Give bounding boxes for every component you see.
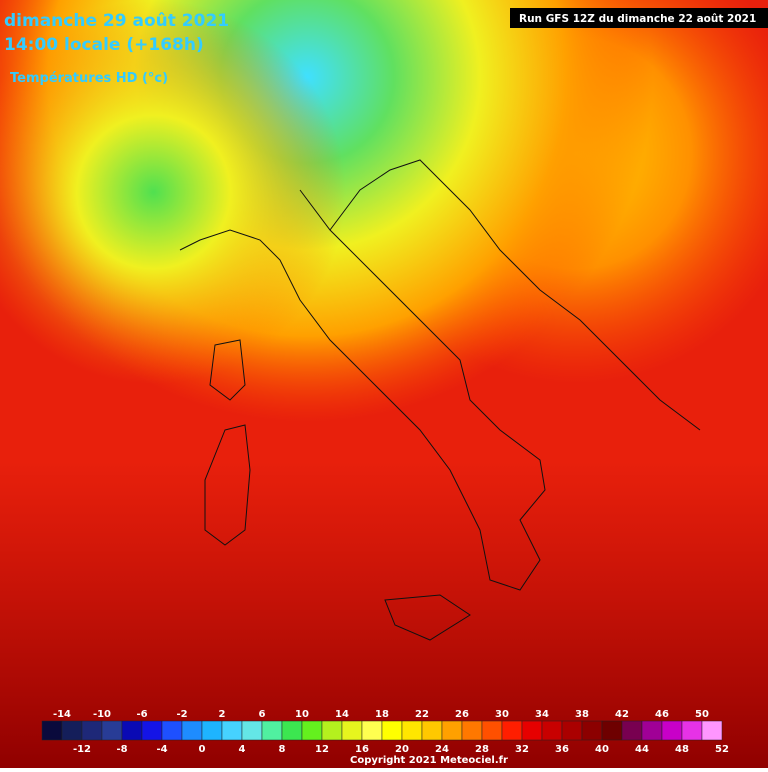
scale-label: 48 bbox=[675, 744, 689, 755]
scale-label: 6 bbox=[259, 709, 266, 720]
scale-label: 38 bbox=[575, 709, 589, 720]
scale-label: 16 bbox=[355, 744, 369, 755]
color-scale: -14 -10 -6 -2 2 6 10 14 18 22 26 30 34 38 42 46 50-12 -8-… bbox=[41, 709, 729, 755]
scale-label: -2 bbox=[176, 709, 187, 720]
scale-label: 20 bbox=[395, 744, 409, 755]
scale-box bbox=[681, 720, 703, 741]
scale-label: 26 bbox=[455, 709, 469, 720]
scale-label: -4 bbox=[156, 744, 167, 755]
run-box bbox=[510, 8, 768, 28]
scale-box bbox=[421, 720, 443, 741]
scale-box bbox=[121, 720, 143, 741]
scale-label: -14 bbox=[53, 709, 71, 720]
scale-box bbox=[561, 720, 583, 741]
scale-box bbox=[621, 720, 643, 741]
scale-box bbox=[241, 720, 263, 741]
product-label: Températures HD (°c) bbox=[10, 71, 168, 86]
title-time: 14:00 locale (+168h) bbox=[4, 35, 204, 55]
run-info: Run GFS 12Z du dimanche 22 août 2021 bbox=[519, 13, 756, 25]
scale-box bbox=[221, 720, 243, 741]
copyright: Copyright 2021 Meteociel.fr bbox=[350, 755, 508, 766]
scale-box bbox=[61, 720, 83, 741]
scale-box bbox=[521, 720, 543, 741]
scale-label: 4 bbox=[239, 744, 246, 755]
scale-box bbox=[321, 720, 343, 741]
scale-label: -8 bbox=[116, 744, 127, 755]
scale-box bbox=[41, 720, 63, 741]
scale-box bbox=[141, 720, 163, 741]
scale-label: 46 bbox=[655, 709, 669, 720]
scale-box bbox=[661, 720, 683, 741]
scale-box bbox=[81, 720, 103, 741]
scale-box bbox=[481, 720, 503, 741]
scale-label: 10 bbox=[295, 709, 309, 720]
scale-label: 24 bbox=[435, 744, 449, 755]
scale-label: 12 bbox=[315, 744, 329, 755]
scale-box bbox=[381, 720, 403, 741]
scale-label: 34 bbox=[535, 709, 549, 720]
scale-box bbox=[281, 720, 303, 741]
scale-label: 44 bbox=[635, 744, 649, 755]
scale-label: 52 bbox=[715, 744, 729, 755]
scale-box bbox=[701, 720, 723, 741]
scale-label: 30 bbox=[495, 709, 509, 720]
scale-box bbox=[341, 720, 363, 741]
scale-box bbox=[601, 720, 623, 741]
scale-box bbox=[581, 720, 603, 741]
scale-label: 14 bbox=[335, 709, 349, 720]
scale-label: 42 bbox=[615, 709, 629, 720]
scale-label: 50 bbox=[695, 709, 709, 720]
scale-box bbox=[261, 720, 283, 741]
scale-box bbox=[441, 720, 463, 741]
scale-label: 36 bbox=[555, 744, 569, 755]
scale-label: 2 bbox=[219, 709, 226, 720]
scale-label: -12 bbox=[73, 744, 91, 755]
scale-box bbox=[101, 720, 123, 741]
scale-label: 8 bbox=[279, 744, 286, 755]
scale-label: 32 bbox=[515, 744, 529, 755]
scale-label: 0 bbox=[199, 744, 206, 755]
scale-box bbox=[301, 720, 323, 741]
scale-box bbox=[181, 720, 203, 741]
scale-box bbox=[201, 720, 223, 741]
scale-label: -10 bbox=[93, 709, 111, 720]
scale-box bbox=[641, 720, 663, 741]
scale-box bbox=[361, 720, 383, 741]
coastlines bbox=[179, 159, 701, 641]
scale-box bbox=[541, 720, 563, 741]
scale-label: 18 bbox=[375, 709, 389, 720]
scale-box bbox=[461, 720, 483, 741]
scale-label: 22 bbox=[415, 709, 429, 720]
scale-label: -6 bbox=[136, 709, 147, 720]
scale-box bbox=[161, 720, 183, 741]
scale-label: 40 bbox=[595, 744, 609, 755]
title-date: dimanche 29 août 2021 bbox=[4, 11, 229, 31]
scale-box bbox=[501, 720, 523, 741]
scale-box bbox=[401, 720, 423, 741]
scale-label: 28 bbox=[475, 744, 489, 755]
